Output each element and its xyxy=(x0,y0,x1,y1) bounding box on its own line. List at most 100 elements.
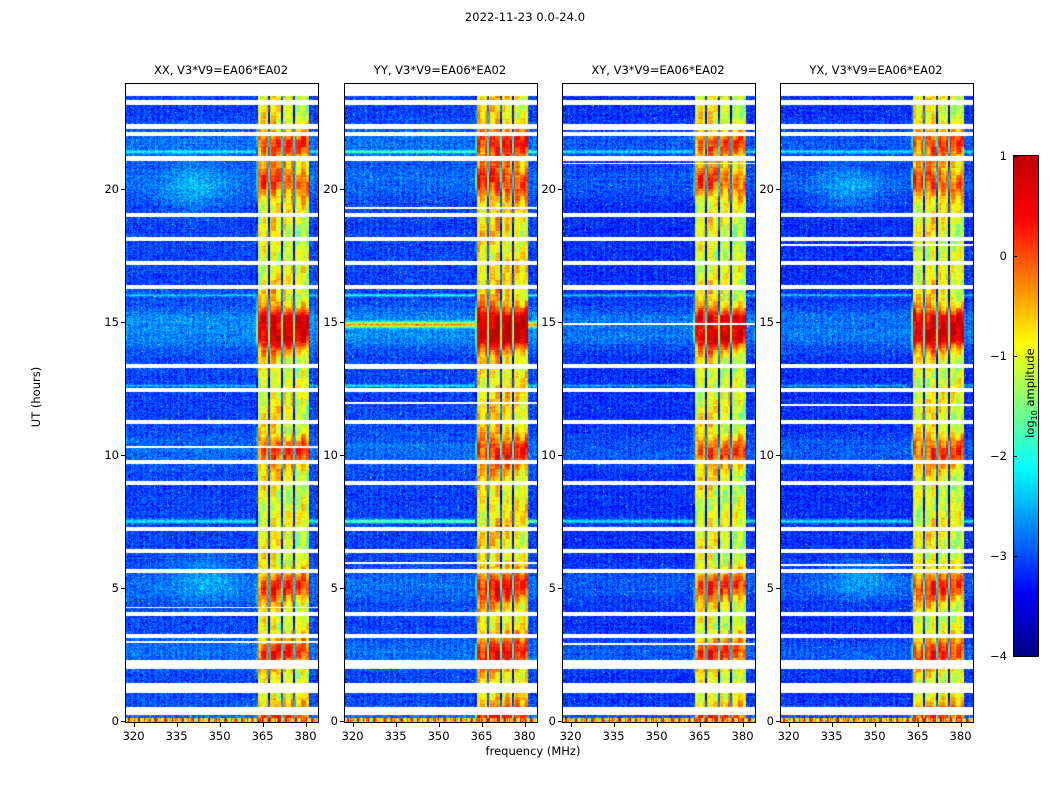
x-tick-label: 320 xyxy=(559,729,582,743)
x-tick-label: 350 xyxy=(645,729,668,743)
y-tick-mark xyxy=(558,322,562,324)
x-tick-mark xyxy=(524,723,526,727)
colorbar[interactable]: −4 −3 −2 −1 0 1 log10 amplitude xyxy=(990,149,1039,663)
colorbar-tick-mark xyxy=(1013,456,1017,457)
colorbar-label: log10 amplitude xyxy=(1023,303,1039,483)
x-tick-mark xyxy=(133,723,135,727)
panel-yx[interactable]: YX, V3*V9=EA06*EA02 xyxy=(780,63,974,723)
colorbar-gradient xyxy=(1013,155,1039,657)
y-tick-label: 5 xyxy=(330,581,338,596)
x-tick-label: 320 xyxy=(122,729,145,743)
x-tick-mark xyxy=(570,723,572,727)
y-tick-mark xyxy=(121,189,125,191)
x-tick-label: 350 xyxy=(427,729,450,743)
x-tick-mark xyxy=(917,723,919,727)
waterfall-yy[interactable] xyxy=(344,83,538,723)
waterfall-xx[interactable] xyxy=(125,83,319,723)
y-tick-label: 5 xyxy=(111,581,119,596)
x-tick-mark xyxy=(176,723,178,727)
y-tick-mark xyxy=(776,189,780,191)
y-tick-label: 10 xyxy=(541,448,556,463)
y-tick-label: 10 xyxy=(759,448,774,463)
y-tick-mark xyxy=(776,588,780,590)
colorbar-tick-label: −3 xyxy=(990,549,1007,563)
panel-yy[interactable]: YY, V3*V9=EA06*EA02 xyxy=(344,63,538,723)
panel-xx[interactable]: XX, V3*V9=EA06*EA02 xyxy=(125,63,319,723)
y-tick-label: 15 xyxy=(104,315,119,330)
y-axis-label: UT (hours) xyxy=(29,366,43,428)
x-tick-mark xyxy=(788,723,790,727)
colorbar-tick-mark xyxy=(1013,156,1017,157)
colorbar-label-subscript: 10 xyxy=(1030,410,1040,421)
y-tick-mark xyxy=(121,588,125,590)
colorbar-tick-mark xyxy=(1013,356,1017,357)
colorbar-label-suffix: amplitude xyxy=(1022,348,1037,411)
y-tick-mark xyxy=(340,721,344,722)
x-tick-mark xyxy=(438,723,440,727)
panel-title-yy: YY, V3*V9=EA06*EA02 xyxy=(373,63,507,77)
y-tick-mark xyxy=(776,721,780,722)
y-tick-label: 10 xyxy=(323,448,338,463)
y-tick-mark xyxy=(340,455,344,457)
y-tick-mark xyxy=(558,721,562,722)
colorbar-tick-label: −2 xyxy=(990,449,1007,463)
x-tick-label: 380 xyxy=(294,729,317,743)
y-tick-mark xyxy=(776,455,780,457)
x-tick-label: 320 xyxy=(341,729,364,743)
colorbar-tick-mark xyxy=(1013,556,1017,557)
x-tick-mark xyxy=(352,723,354,727)
colorbar-tick-label: 1 xyxy=(999,149,1007,163)
y-tick-label: 0 xyxy=(766,714,774,728)
y-tick-label: 10 xyxy=(104,448,119,463)
y-tick-label: 20 xyxy=(104,182,119,197)
panel-title-xx: XX, V3*V9=EA06*EA02 xyxy=(153,63,289,77)
x-tick-mark xyxy=(481,723,483,727)
x-tick-label: 335 xyxy=(165,729,188,743)
x-tick-mark xyxy=(742,723,744,727)
y-tick-mark xyxy=(121,455,125,457)
x-tick-mark xyxy=(699,723,701,727)
waterfall-xy[interactable] xyxy=(562,83,756,723)
colorbar-tick-label: −4 xyxy=(990,649,1007,663)
y-tick-label: 15 xyxy=(541,315,556,330)
waterfall-yx[interactable] xyxy=(780,83,974,723)
panel-xy[interactable]: XY, V3*V9=EA06*EA02 xyxy=(562,63,756,723)
y-tick-label: 5 xyxy=(766,581,774,596)
x-tick-label: 320 xyxy=(777,729,800,743)
y-tick-label: 0 xyxy=(330,714,338,728)
x-tick-label: 365 xyxy=(906,729,929,743)
y-tick-label: 20 xyxy=(759,182,774,197)
y-tick-label: 15 xyxy=(759,315,774,330)
y-tick-mark xyxy=(340,322,344,324)
y-tick-mark xyxy=(340,588,344,590)
y-tick-mark xyxy=(776,322,780,324)
x-tick-label: 335 xyxy=(820,729,843,743)
x-tick-label: 380 xyxy=(513,729,536,743)
figure-suptitle: 2022-11-23 0.0-24.0 xyxy=(464,10,586,24)
colorbar-tick-label: 0 xyxy=(999,249,1007,263)
y-tick-mark xyxy=(558,189,562,191)
y-tick-label: 20 xyxy=(541,182,556,197)
y-tick-mark xyxy=(340,189,344,191)
y-tick-mark xyxy=(121,721,125,722)
colorbar-tick-mark xyxy=(1013,656,1017,657)
x-tick-label: 350 xyxy=(863,729,886,743)
x-tick-mark xyxy=(219,723,221,727)
x-tick-label: 380 xyxy=(731,729,754,743)
x-tick-mark xyxy=(262,723,264,727)
x-tick-label: 365 xyxy=(688,729,711,743)
colorbar-label-prefix: log xyxy=(1022,420,1037,438)
x-tick-label: 350 xyxy=(208,729,231,743)
x-tick-label: 335 xyxy=(602,729,625,743)
y-tick-mark xyxy=(121,322,125,324)
x-tick-mark xyxy=(305,723,307,727)
x-tick-label: 365 xyxy=(251,729,274,743)
x-tick-mark xyxy=(613,723,615,727)
y-tick-mark xyxy=(558,588,562,590)
panel-title-xy: XY, V3*V9=EA06*EA02 xyxy=(591,63,725,77)
x-tick-mark xyxy=(874,723,876,727)
y-tick-label: 5 xyxy=(548,581,556,596)
y-tick-label: 0 xyxy=(111,714,119,728)
y-tick-label: 15 xyxy=(323,315,338,330)
